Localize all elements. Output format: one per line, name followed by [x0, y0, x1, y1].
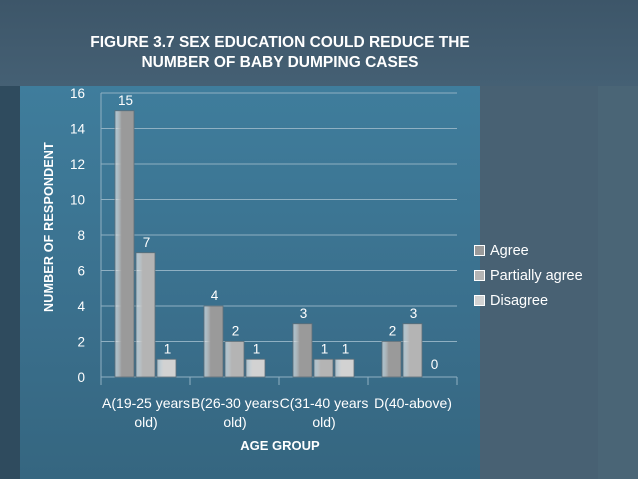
x-tick-label: D(40-above)	[374, 395, 452, 411]
data-label: 3	[410, 306, 418, 321]
y-tick-label: 8	[77, 228, 85, 243]
right-stripe	[598, 86, 638, 479]
y-tick-label: 0	[77, 370, 85, 385]
bar	[224, 341, 245, 378]
left-stripe	[0, 86, 20, 479]
data-label: 3	[300, 306, 308, 321]
legend-item-partially-agree: Partially agree	[474, 263, 583, 288]
data-label: 2	[232, 324, 240, 339]
x-axis-label: AGE GROUP	[240, 438, 320, 453]
data-label: 1	[253, 341, 261, 356]
data-label: 0	[431, 357, 439, 372]
y-tick-label: 4	[77, 299, 85, 314]
data-label: 1	[342, 341, 350, 356]
legend-label: Disagree	[490, 292, 549, 309]
legend-label: Partially agree	[490, 267, 583, 284]
data-label: 1	[164, 341, 172, 356]
legend-panel	[480, 86, 598, 479]
data-label: 7	[143, 235, 151, 250]
title-band	[0, 0, 638, 86]
legend-swatch	[474, 270, 485, 281]
x-tick-label: C(31-40 years old)	[279, 395, 369, 430]
bar	[292, 323, 313, 378]
legend-label: Agree	[490, 242, 529, 259]
bar	[156, 358, 177, 378]
bar	[203, 305, 224, 378]
bar	[402, 323, 423, 378]
legend-item-agree: Agree	[474, 238, 583, 263]
data-label: 15	[118, 93, 133, 108]
legend: Agree Partially agree Disagree	[474, 238, 583, 313]
data-label: 1	[321, 341, 329, 356]
y-axis-label: NUMBER OF RESPONDENT	[42, 142, 56, 312]
chart-title: FIGURE 3.7 SEX EDUCATION COULD REDUCE TH…	[90, 34, 470, 71]
y-tick-label: 12	[70, 157, 85, 172]
bar	[313, 358, 334, 378]
y-tick-label: 14	[70, 122, 86, 137]
x-tick-label: A(19-25 years old)	[102, 395, 190, 430]
bar	[245, 358, 266, 378]
legend-swatch	[474, 295, 485, 306]
data-label: 4	[211, 288, 219, 303]
legend-item-disagree: Disagree	[474, 288, 583, 313]
bar	[334, 358, 355, 378]
legend-swatch	[474, 245, 485, 256]
y-tick-label: 2	[77, 335, 85, 350]
bar	[135, 252, 156, 378]
data-label: 2	[389, 324, 397, 339]
bar	[114, 110, 135, 378]
y-tick-label: 6	[77, 264, 85, 279]
y-tick-label: 16	[70, 86, 85, 101]
x-tick-label: B(26-30 years old)	[191, 395, 279, 430]
y-tick-label: 10	[70, 193, 85, 208]
bar	[381, 341, 402, 378]
